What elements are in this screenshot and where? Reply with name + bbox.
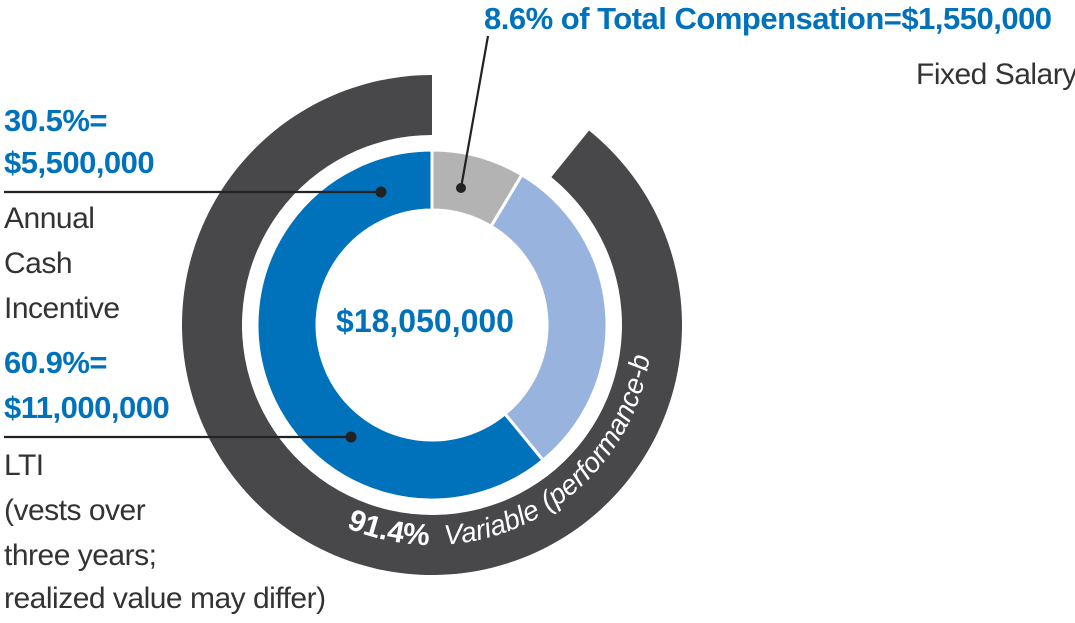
leader-lines — [4, 35, 490, 443]
fixed-salary-label: Fixed Salary — [916, 58, 1075, 91]
total-compensation: $18,050,000 — [336, 303, 514, 339]
fixed-salary-heading: 8.6% of Total Compensation=$1,550,000 — [484, 1, 1052, 36]
fixed-salary-dot — [456, 183, 466, 193]
lti-percent: 60.9%= — [4, 345, 108, 380]
ring-gap — [525, 121, 586, 164]
fixed-salary-leader — [459, 35, 490, 189]
lti-dot — [345, 431, 357, 443]
aci-label-line2: Cash — [4, 247, 73, 280]
lti-amount: $11,000,000 — [4, 390, 170, 425]
aci-percent: 30.5%= — [4, 103, 108, 138]
slices-ring — [255, 148, 609, 502]
annual-cash-incentive-slice — [489, 172, 609, 463]
lti-slice — [255, 148, 546, 502]
aci-label-line3: Incentive — [4, 292, 120, 325]
aci-dot — [375, 186, 387, 198]
lti-label-line3: three years; — [4, 539, 157, 572]
aci-label-line1: Annual — [4, 202, 95, 235]
lti-label-line2: (vests over — [4, 494, 146, 527]
lti-label-line1: LTI — [4, 449, 44, 482]
lti-label-line4: realized value may differ) — [4, 582, 326, 615]
aci-amount: $5,500,000 — [4, 145, 155, 180]
variable-ring — [182, 75, 682, 575]
